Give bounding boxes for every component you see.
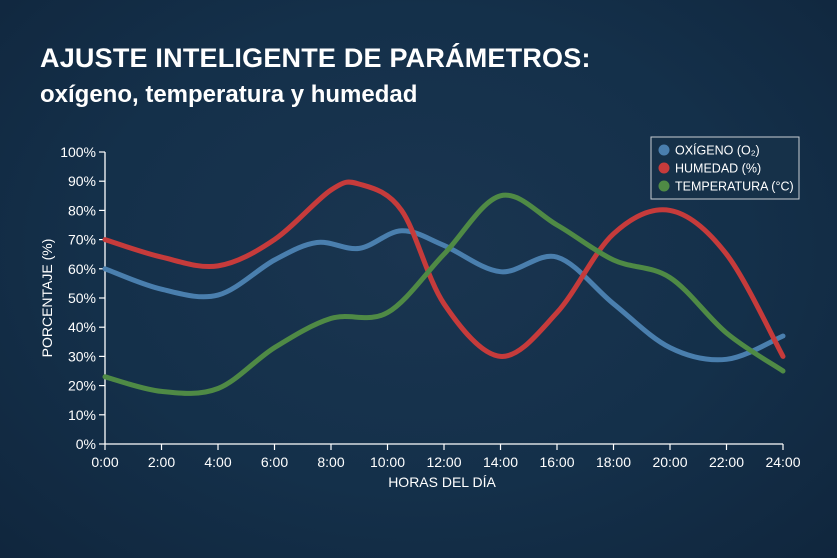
series-group (102, 179, 786, 396)
x-tick-label: 0:00 (91, 454, 118, 470)
y-tick-label: 100% (60, 144, 96, 160)
x-tick-label: 24:00 (765, 454, 800, 470)
x-tick-label: 18:00 (596, 454, 631, 470)
y-tick-label: 50% (68, 290, 96, 306)
y-tick-label: 20% (68, 378, 96, 394)
legend-label-humidity: HUMEDAD (%) (675, 162, 761, 176)
legend: OXÍGENO (O₂) HUMEDAD (%) TEMPERATURA (°C) (650, 136, 800, 200)
series-line-oxygen (102, 228, 786, 363)
legend-swatch-temperature (658, 180, 670, 192)
x-tick-label: 8:00 (317, 454, 344, 470)
legend-label-temperature: TEMPERATURA (°C) (675, 180, 794, 194)
y-tick-label: 60% (68, 261, 96, 277)
y-tick-label: 90% (68, 173, 96, 189)
x-tick-label: 10:00 (370, 454, 405, 470)
x-tick-label: 6:00 (261, 454, 288, 470)
x-tick-label: 16:00 (539, 454, 574, 470)
chart-subtitle: oxígeno, temperatura y humedad (40, 81, 418, 108)
x-tick-label: 4:00 (204, 454, 231, 470)
y-tick-label: 70% (68, 232, 96, 248)
x-tick-label: 22:00 (709, 454, 744, 470)
axes: 0% 10% 20% 30% 40% 50% 60% 70% 80% 90% 100% 0:00 2:0… (39, 144, 801, 490)
legend-swatch-humidity (658, 162, 670, 174)
x-tick-label: 20:00 (652, 454, 687, 470)
x-axis-title: HORAS DEL DÍA (388, 474, 496, 490)
y-tick-label: 40% (68, 319, 96, 335)
y-tick-label: 30% (68, 348, 96, 364)
x-tick-label: 12:00 (426, 454, 461, 470)
chart-title: AJUSTE INTELIGENTE DE PARÁMETROS: (40, 43, 591, 73)
y-tick-label: 10% (68, 407, 96, 423)
legend-box (650, 136, 800, 200)
series-line-humidity (102, 179, 786, 359)
legend-swatch-oxygen (658, 144, 670, 156)
series-line-temperature (102, 192, 786, 396)
title-block: AJUSTE INTELIGENTE DE PARÁMETROS: oxígen… (40, 42, 591, 110)
x-tick-label: 14:00 (483, 454, 518, 470)
y-tick-label: 80% (68, 202, 96, 218)
legend-label-oxygen: OXÍGENO (O₂) (675, 143, 760, 158)
y-axis-title: PORCENTAJE (%) (39, 239, 55, 358)
x-tick-label: 2:00 (148, 454, 175, 470)
y-tick-label: 0% (76, 436, 96, 452)
